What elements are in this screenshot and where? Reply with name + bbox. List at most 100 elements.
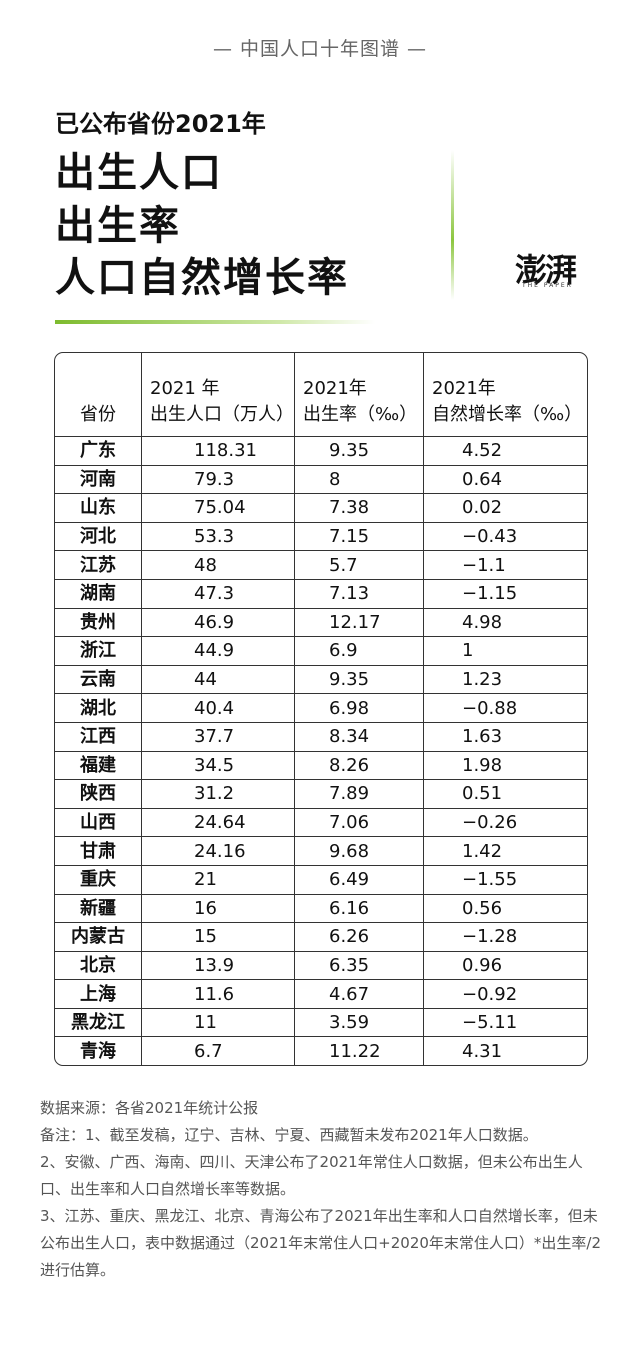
table-cell: 6.9 xyxy=(294,636,424,666)
table-cell: 1.23 xyxy=(423,664,587,694)
table-cell: 46.9 xyxy=(141,607,295,637)
table-cell: 8.26 xyxy=(294,750,424,780)
accent-line xyxy=(55,320,375,324)
table-row: 贵州 46.9 12.17 4.98 xyxy=(55,607,587,637)
table-cell: 陕西 xyxy=(55,779,142,809)
table-cell: −1.55 xyxy=(423,864,587,894)
table-cell: 湖北 xyxy=(55,693,142,723)
table-cell: 北京 xyxy=(55,950,142,980)
table-cell: 7.15 xyxy=(294,521,424,551)
table-cell: 河南 xyxy=(55,464,142,494)
header-text: 自然增长率（‰） xyxy=(432,404,583,425)
table-cell: 新疆 xyxy=(55,893,142,923)
table-cell: 1.42 xyxy=(423,836,587,866)
table-cell: 1.98 xyxy=(423,750,587,780)
table-cell: 9.35 xyxy=(294,436,424,466)
table-cell: 13.9 xyxy=(141,950,295,980)
table-cell: 34.5 xyxy=(141,750,295,780)
table-cell: 4.67 xyxy=(294,979,424,1009)
header-text: 2021 年 xyxy=(150,378,220,399)
table-cell: 云南 xyxy=(55,664,142,694)
note: 数据来源：各省2021年统计公报 xyxy=(40,1099,259,1117)
table-row: 山东 75.04 7.38 0.02 xyxy=(55,493,587,523)
table: 省份 2021 年出生人口（万人） 2021年 出生率（‰） 2021年 自然增长率（‰）… xyxy=(54,352,588,1067)
header-text: 2021年 xyxy=(432,378,496,399)
header-text: 省份 xyxy=(80,404,116,425)
table-row: 福建 34.5 8.26 1.98 xyxy=(55,750,587,780)
table-cell: 贵州 xyxy=(55,607,142,637)
table-cell: 11 xyxy=(141,1007,295,1037)
table-cell: −0.43 xyxy=(423,521,587,551)
table-cell: 广东 xyxy=(55,436,142,466)
table-cell: 0.02 xyxy=(423,493,587,523)
note: 2、安徽、广西、海南、四川、天津公布了2021年常住人口数据，但未公布出生人口、… xyxy=(40,1153,583,1198)
table-cell: 11.22 xyxy=(294,1036,424,1066)
table-cell: 21 xyxy=(141,864,295,894)
table-cell: 44 xyxy=(141,664,295,694)
header-row: 省份 2021 年出生人口（万人） 2021年 出生率（‰） 2021年 自然增长率（‰） xyxy=(55,353,587,437)
table-cell: 内蒙古 xyxy=(55,922,142,952)
title-line: 人口自然增长率 xyxy=(55,255,349,301)
table-cell: 6.49 xyxy=(294,864,424,894)
table-cell: 118.31 xyxy=(141,436,295,466)
table-cell: 79.3 xyxy=(141,464,295,494)
table-row: 陕西 31.2 7.89 0.51 xyxy=(55,779,587,809)
table-cell: 江西 xyxy=(55,721,142,752)
table-cell: 7.89 xyxy=(294,779,424,809)
table-row: 河南 79.3 8 0.64 xyxy=(55,464,587,494)
table-cell: 8.34 xyxy=(294,721,424,752)
table-cell: 6.26 xyxy=(294,922,424,952)
notes: 数据来源：各省2021年统计公报备注：1、截至发稿，辽宁、吉林、宁夏、西藏暂未发… xyxy=(40,1095,608,1284)
table-cell: 7.38 xyxy=(294,493,424,523)
logo: 澎湃 xyxy=(515,251,577,289)
series-title: — 中国人口十年图谱 — xyxy=(212,38,428,60)
table-row: 广东 118.31 9.35 4.52 xyxy=(55,436,587,466)
table-cell: 24.16 xyxy=(141,836,295,866)
table-cell: 12.17 xyxy=(294,607,424,637)
table-cell: 河北 xyxy=(55,521,142,551)
subtitle: 已公布省份2021年 xyxy=(55,110,266,138)
table-cell: −0.92 xyxy=(423,979,587,1009)
header-cell: 2021年自然增长率（‰） xyxy=(424,353,588,436)
table-cell: −0.88 xyxy=(423,693,587,723)
table-row: 新疆 16 6.16 0.56 xyxy=(55,893,587,923)
header-text: 2021年 xyxy=(303,378,367,399)
table-row: 甘肃 24.16 9.68 1.42 xyxy=(55,836,587,866)
table-cell: 6.16 xyxy=(294,893,424,923)
logo-subtitle: THE PAPER xyxy=(522,282,573,289)
table-row: 北京 13.9 6.35 0.96 xyxy=(55,950,587,980)
table-cell: 48 xyxy=(141,550,295,580)
table-row: 山西 24.64 7.06 −0.26 xyxy=(55,807,587,837)
title-line: 出生率 xyxy=(55,203,181,249)
table-cell: 黑龙江 xyxy=(55,1007,142,1037)
table-cell: 4.31 xyxy=(423,1036,587,1066)
table-cell: 浙江 xyxy=(55,636,142,666)
accent-line xyxy=(451,150,454,300)
table-cell: 9.35 xyxy=(294,664,424,694)
table-cell: 16 xyxy=(141,893,295,923)
table-cell: 47.3 xyxy=(141,578,295,609)
table-row: 江西 37.7 8.34 1.63 xyxy=(55,721,587,752)
table-cell: 1.63 xyxy=(423,721,587,752)
table-cell: 8 xyxy=(294,464,424,494)
title-line: 出生人口 xyxy=(55,150,223,196)
table-cell: −0.26 xyxy=(423,807,587,837)
table-cell: 福建 xyxy=(55,750,142,780)
table-cell: 重庆 xyxy=(55,864,142,894)
note: 备注：1、截至发稿，辽宁、吉林、宁夏、西藏暂未发布2021年人口数据。 xyxy=(40,1126,538,1144)
table-cell: −1.28 xyxy=(423,922,587,952)
table-row: 云南 44 9.35 1.23 xyxy=(55,664,587,694)
header-text: 出生人口（万人） xyxy=(150,404,294,425)
table-cell: 24.64 xyxy=(141,807,295,837)
table-cell: −1.1 xyxy=(423,550,587,580)
table-cell: 0.64 xyxy=(423,464,587,494)
table-row: 青海 6.7 11.22 4.31 xyxy=(55,1036,587,1066)
table-cell: 4.52 xyxy=(423,436,587,466)
table-cell: 甘肃 xyxy=(55,836,142,866)
table-cell: 6.7 xyxy=(141,1036,295,1066)
table-cell: 0.56 xyxy=(423,893,587,923)
table-cell: 湖南 xyxy=(55,578,142,609)
table-cell: 11.6 xyxy=(141,979,295,1009)
table-cell: 上海 xyxy=(55,979,142,1009)
